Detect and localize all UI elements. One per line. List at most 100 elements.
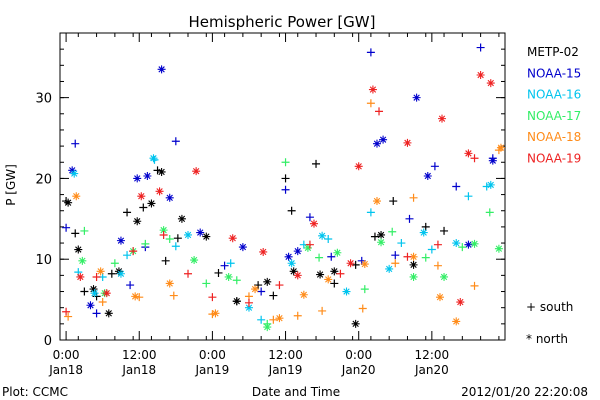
data-point-north bbox=[68, 166, 77, 175]
data-point-north bbox=[244, 303, 253, 312]
data-point-north bbox=[251, 285, 260, 294]
data-point-south bbox=[476, 43, 485, 52]
data-point-north bbox=[165, 193, 174, 202]
data-point-north bbox=[486, 79, 495, 88]
data-point-south bbox=[71, 229, 80, 238]
data-point-south bbox=[470, 281, 479, 290]
data-point-south bbox=[433, 240, 442, 249]
data-point-north bbox=[496, 143, 505, 152]
data-point-south bbox=[92, 272, 101, 281]
data-point-south bbox=[281, 185, 290, 194]
data-point-south bbox=[370, 232, 379, 241]
data-point-south bbox=[71, 139, 80, 148]
data-point-south bbox=[62, 307, 71, 316]
data-point-north bbox=[316, 270, 325, 279]
data-point-north bbox=[423, 171, 432, 180]
data-point-north bbox=[293, 247, 302, 256]
x-tick-label-time: 0:00 bbox=[345, 348, 372, 362]
data-point-south bbox=[275, 281, 284, 290]
data-point-north bbox=[196, 228, 205, 237]
data-point-north bbox=[192, 167, 201, 176]
data-point-north bbox=[263, 323, 272, 332]
legend-entry: METP-02 bbox=[527, 45, 579, 59]
data-point-north bbox=[89, 285, 98, 294]
data-point-south bbox=[98, 298, 107, 307]
data-point-south bbox=[312, 159, 321, 168]
data-point-north bbox=[409, 260, 418, 269]
data-point-south bbox=[324, 235, 333, 244]
data-point-north bbox=[470, 239, 479, 248]
x-tick-label-date: Jan19 bbox=[268, 363, 303, 377]
data-point-south bbox=[458, 243, 467, 252]
data-point-north bbox=[238, 243, 247, 252]
data-point-north bbox=[360, 260, 369, 269]
data-point-north bbox=[165, 279, 174, 288]
data-point-north bbox=[137, 192, 146, 201]
data-point-south bbox=[220, 261, 229, 270]
data-point-south bbox=[375, 107, 384, 116]
data-point-north bbox=[464, 149, 473, 158]
data-point-north bbox=[464, 240, 473, 249]
legend-entry: NOAA-17 bbox=[527, 109, 581, 123]
x-tick-label-date: Jan19 bbox=[195, 363, 230, 377]
data-point-south bbox=[403, 252, 412, 261]
data-point-south bbox=[360, 285, 369, 294]
data-point-south bbox=[208, 293, 217, 302]
footer-timestamp: 2012/01/20 22:20:08 bbox=[461, 385, 588, 399]
data-point-south bbox=[62, 223, 71, 232]
data-point-north bbox=[299, 290, 308, 299]
data-point-north bbox=[155, 187, 164, 196]
data-point-south bbox=[330, 279, 339, 288]
data-point-north bbox=[86, 301, 95, 310]
data-point-north bbox=[452, 317, 461, 326]
data-point-south bbox=[281, 174, 290, 183]
data-point-south bbox=[123, 251, 132, 260]
data-point-north bbox=[412, 93, 421, 102]
data-point-south bbox=[440, 226, 449, 235]
x-tick-label-date: Jan18 bbox=[121, 363, 156, 377]
data-point-north bbox=[232, 297, 241, 306]
data-point-south bbox=[202, 279, 211, 288]
data-point-north bbox=[159, 226, 168, 235]
data-point-south bbox=[254, 281, 263, 290]
data-point-south bbox=[293, 311, 302, 320]
data-point-north bbox=[324, 275, 333, 284]
data-point-south bbox=[257, 315, 266, 324]
data-point-south bbox=[171, 242, 180, 251]
data-point-south bbox=[184, 269, 193, 278]
data-point-north bbox=[456, 298, 465, 307]
data-point-south bbox=[257, 287, 266, 296]
data-point-north bbox=[70, 169, 79, 178]
y-tick-label: 0 bbox=[44, 334, 52, 349]
data-point-south bbox=[139, 203, 148, 212]
y-tick-labels: 0 10 20 30 bbox=[35, 92, 52, 349]
data-point-north bbox=[133, 217, 142, 226]
data-point-north bbox=[74, 245, 83, 254]
data-point-south bbox=[421, 222, 430, 231]
data-point-north bbox=[102, 289, 111, 298]
plot-area bbox=[59, 32, 506, 341]
data-point-south bbox=[214, 268, 223, 277]
data-point-south bbox=[366, 208, 375, 217]
plot-frame bbox=[59, 32, 506, 341]
data-point-north bbox=[289, 267, 298, 276]
data-point-north bbox=[90, 289, 99, 298]
data-point-south bbox=[80, 226, 89, 235]
data-point-south bbox=[161, 256, 170, 265]
data-point-south bbox=[287, 206, 296, 215]
y-tick-label: 10 bbox=[35, 253, 52, 268]
y-tick-label: 20 bbox=[35, 172, 52, 187]
data-point-north bbox=[131, 292, 140, 301]
data-point-north bbox=[116, 269, 125, 278]
data-point-south bbox=[123, 208, 132, 217]
data-point-south bbox=[226, 259, 235, 268]
data-point-north bbox=[284, 252, 293, 261]
data-point-south bbox=[281, 158, 290, 167]
data-point-north bbox=[409, 272, 418, 281]
data-point-south bbox=[305, 240, 314, 249]
data-point-north bbox=[104, 309, 113, 318]
legend-entry: NOAA-18 bbox=[527, 130, 581, 144]
data-point-south bbox=[430, 162, 439, 171]
series-noaa-18 bbox=[64, 99, 505, 326]
